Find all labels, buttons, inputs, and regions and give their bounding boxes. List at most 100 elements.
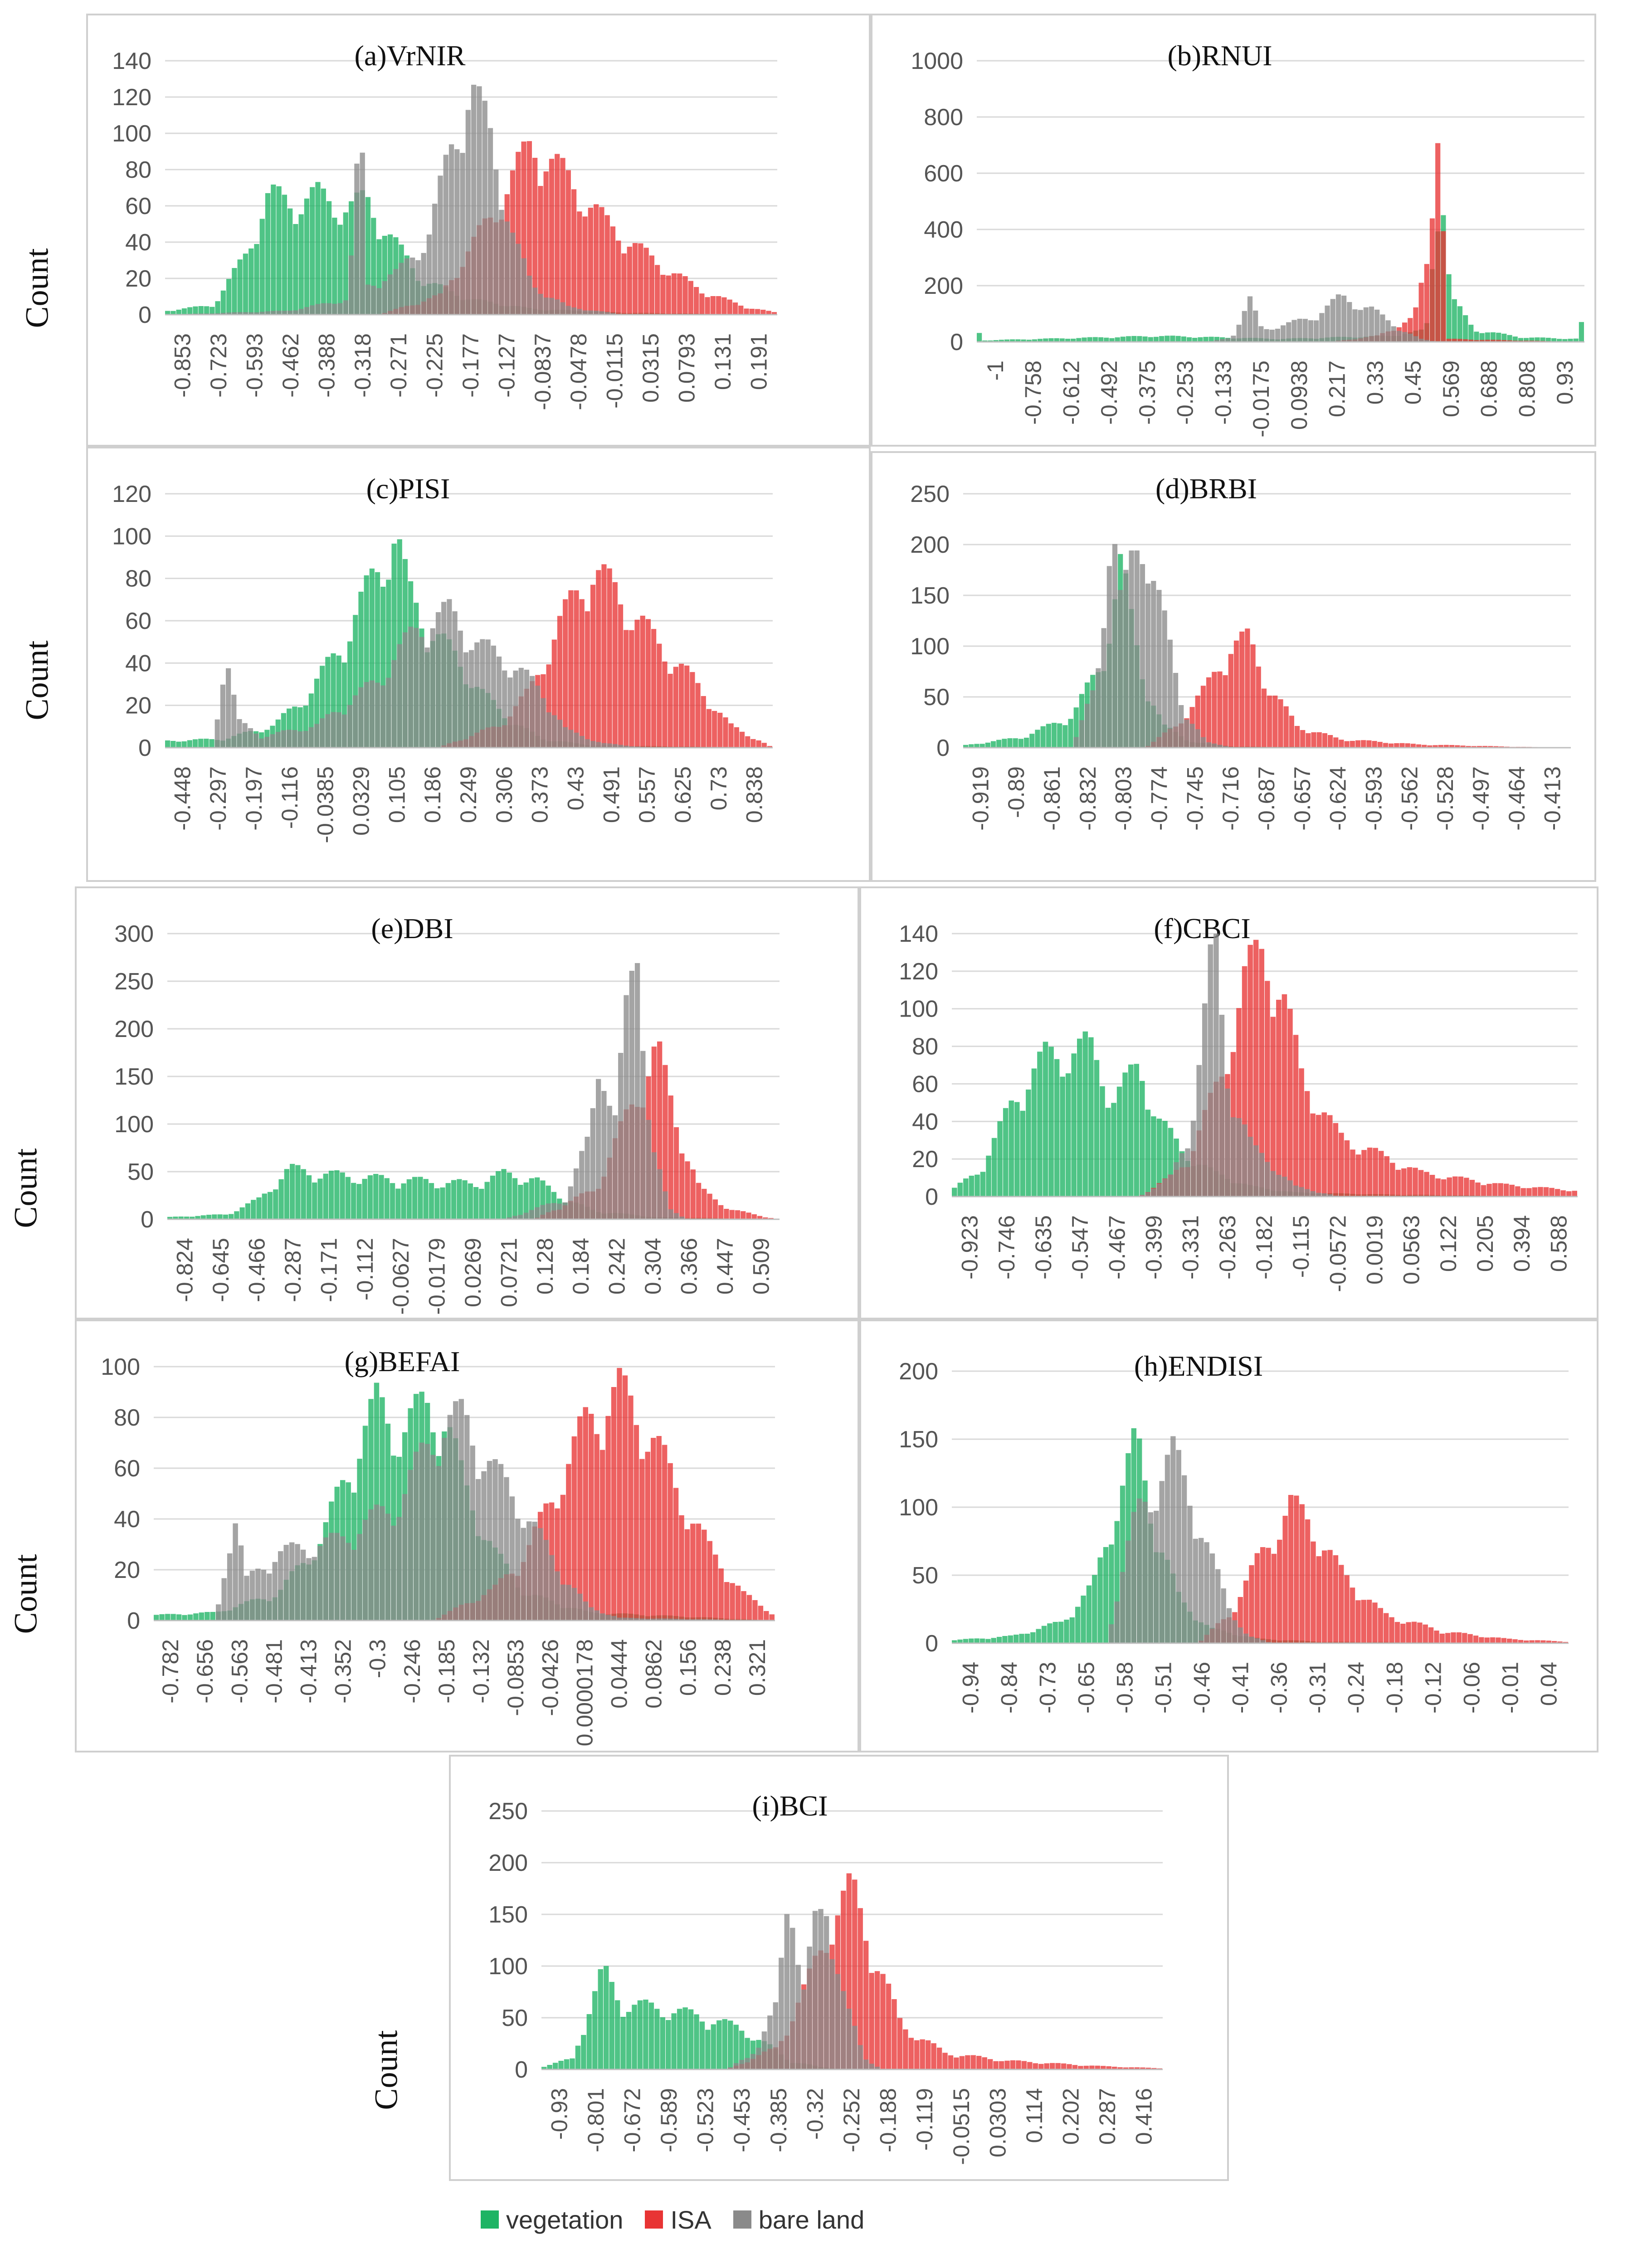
bar-vegetation — [518, 1185, 523, 1219]
bar-bare-land — [605, 1615, 610, 1621]
chart-title: (e)DBI — [371, 912, 453, 944]
bar-vegetation — [299, 214, 304, 315]
bar-ISA — [712, 711, 717, 748]
bar-ISA — [673, 667, 678, 748]
bar-vegetation — [1041, 726, 1046, 748]
bar-vegetation — [346, 1177, 351, 1219]
bar-bare-land — [386, 678, 391, 748]
bar-bare-land — [580, 736, 585, 748]
y-tick-label: 0 — [950, 329, 963, 355]
bar-bare-land — [309, 727, 314, 748]
bar-vegetation — [728, 2020, 733, 2069]
y-tick-label: 800 — [924, 104, 963, 131]
bar-bare-land — [1237, 325, 1242, 342]
x-tick-label: -0.758 — [1021, 360, 1046, 425]
bar-bare-land — [442, 1438, 447, 1621]
bar-vegetation — [226, 279, 231, 315]
x-tick-label: -0.413 — [296, 1639, 322, 1704]
bar-ISA — [1350, 1587, 1355, 1643]
bar-bare-land — [464, 1415, 469, 1621]
bar-bare-land — [585, 739, 590, 748]
bar-ISA — [690, 1524, 695, 1621]
bar-bare-land — [323, 1538, 328, 1621]
bar-bare-land — [613, 1115, 618, 1219]
bar-bare-land — [1135, 550, 1140, 748]
bar-bare-land — [767, 2015, 772, 2069]
bar-bare-land — [331, 712, 336, 748]
bar-ISA — [1367, 1148, 1373, 1197]
bar-ISA — [736, 1586, 741, 1621]
bar-ISA — [566, 170, 571, 315]
bar-ISA — [682, 276, 687, 315]
bar-vegetation — [1003, 1108, 1009, 1197]
bar-ISA — [649, 255, 654, 315]
bar-vegetation — [1035, 730, 1040, 748]
bar-ISA — [1504, 1184, 1509, 1197]
bar-ISA — [724, 1582, 729, 1621]
bar-bare-land — [1118, 590, 1123, 748]
bar-vegetation — [171, 741, 175, 748]
bar-vegetation — [238, 259, 243, 315]
bar-vegetation — [1463, 315, 1468, 342]
bar-vegetation — [997, 1637, 1002, 1643]
bar-ISA — [1272, 696, 1277, 748]
bar-bare-land — [773, 2002, 778, 2069]
bar-ISA — [1272, 1554, 1277, 1643]
x-tick-label: -0.399 — [1141, 1215, 1166, 1280]
bar-ISA — [1262, 689, 1267, 748]
bar-bare-land — [276, 732, 281, 748]
bar-vegetation — [700, 2021, 705, 2069]
bar-vegetation — [368, 1175, 373, 1219]
x-tick-label: 0.447 — [712, 1238, 738, 1295]
bar-bare-land — [869, 2064, 874, 2069]
bar-bare-land — [1325, 306, 1330, 342]
panel-f-cbci: 0 20 40 60 80 100 120 140 (f)CBCI -0.923 -0.746 -0.… — [859, 886, 1598, 1319]
bar-bare-land — [1179, 705, 1184, 748]
x-tick-label: -0.225 — [422, 333, 448, 398]
bar-bare-land — [281, 730, 286, 748]
x-tick-label: -0.672 — [619, 2088, 645, 2152]
x-tick-label: -0.593 — [242, 333, 268, 398]
bar-bare-land — [454, 149, 459, 315]
bar-vegetation — [1087, 337, 1092, 342]
bar-bare-land — [340, 1536, 345, 1621]
bar-vegetation — [1203, 337, 1208, 342]
bar-vegetation — [609, 1982, 614, 2069]
panel-h-endisi: 0 50 100 150 200 (h)ENDISI -0.94 -0.84 -0.73 -0.6… — [859, 1319, 1598, 1752]
bar-bare-land — [1151, 1188, 1156, 1197]
bar-ISA — [560, 158, 565, 315]
x-tick-label: -0.923 — [957, 1215, 983, 1280]
bar-ISA — [1473, 1636, 1478, 1643]
bar-ISA — [756, 740, 761, 748]
bar-bare-land — [1173, 673, 1178, 748]
y-tick-label: 120 — [112, 84, 151, 111]
bar-ISA — [1293, 1035, 1299, 1197]
y-tick-label: 40 — [125, 650, 151, 677]
bar-ISA — [1526, 1188, 1532, 1197]
bar-ISA — [1333, 737, 1338, 748]
bar-ISA — [1496, 1637, 1501, 1643]
bar-bare-land — [652, 1152, 657, 1219]
bar-ISA — [738, 306, 743, 315]
bar-bare-land — [1182, 1475, 1187, 1643]
bar-bare-land — [863, 2059, 868, 2069]
bar-bare-land — [1179, 1153, 1185, 1197]
bar-ISA — [589, 1414, 594, 1621]
bar-ISA — [746, 1212, 751, 1219]
bar-ISA — [741, 1211, 746, 1219]
bar-ISA — [672, 273, 677, 315]
bar-ISA — [707, 1541, 712, 1621]
y-axis-label: Count — [19, 248, 56, 328]
bar-bare-land — [530, 676, 535, 748]
bar-ISA — [1306, 733, 1311, 748]
x-tick-label: -0.115 — [1288, 1215, 1314, 1278]
bar-ISA — [1305, 1519, 1310, 1643]
bar-bare-land — [590, 741, 595, 748]
bar-vegetation — [501, 1169, 506, 1219]
bar-bare-land — [1145, 584, 1150, 748]
bar-vegetation — [1037, 1051, 1043, 1197]
bar-vegetation — [604, 1966, 609, 2069]
x-tick-label: 0.156 — [676, 1639, 701, 1696]
x-tick-label: -0.116 — [277, 766, 302, 829]
bar-vegetation — [1053, 1622, 1058, 1643]
